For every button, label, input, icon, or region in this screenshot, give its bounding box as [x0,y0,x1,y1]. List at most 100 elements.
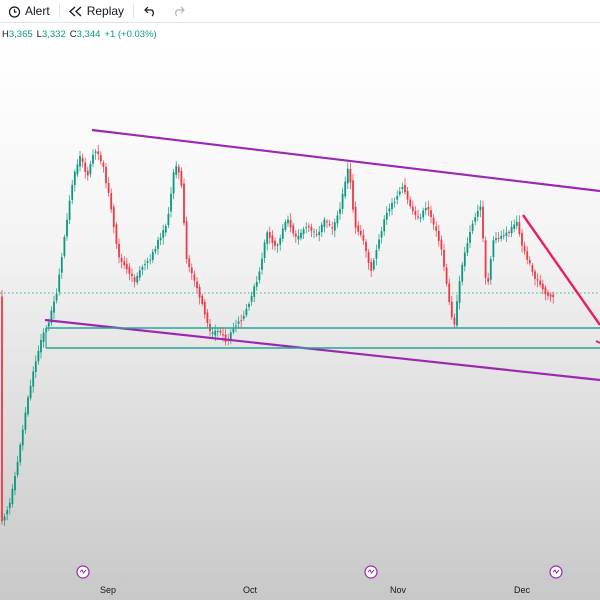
undo-button[interactable] [136,0,164,22]
candle-body [188,258,191,268]
candle-body [547,292,549,296]
candle-body [284,221,287,230]
candle-body [450,301,453,318]
event-marker-glyph [367,569,375,574]
high-value: 3,365 [8,28,33,40]
candle-body [279,238,282,245]
candle-body [502,235,505,237]
candle-body [404,184,406,193]
candle-body [190,267,193,274]
candle-body [157,239,159,250]
close-key: C [69,28,77,40]
candle-body [489,258,492,280]
candle-body [315,234,318,236]
candle-body [263,242,266,259]
candle-body [500,235,503,239]
candle-body [344,181,347,197]
candle-body [310,226,313,231]
candle-body [352,180,354,210]
candle-body [125,263,128,270]
candle-body [97,151,100,154]
redo-icon [171,4,185,18]
candle-body [287,219,289,224]
candle-body [40,340,42,353]
candle-body [6,509,9,515]
candle-body [185,221,188,260]
downtrend-line-tail[interactable] [595,340,600,344]
candle-body [391,202,393,210]
candle-body [63,236,66,256]
candle-body [549,294,552,297]
candle-body [320,224,323,233]
candle-body [99,155,102,162]
candle-body [128,267,131,274]
candle-body [528,260,531,264]
x-tick-label: Nov [390,585,407,595]
candle-body [432,217,435,225]
candle-body [42,332,45,342]
chart-area[interactable]: Sep Oct Nov Dec [0,44,600,600]
candle-body [544,287,547,295]
candle-body [253,286,256,297]
candle-body [81,157,84,162]
candle-body [492,240,495,257]
event-markers-group[interactable] [76,565,563,579]
candle-body [138,270,141,278]
candle-body [271,235,274,243]
candle-body [375,250,378,259]
candle-body [58,274,61,292]
alert-button[interactable]: Alert [0,0,57,22]
candle-body [14,475,16,491]
event-marker-glyph [79,569,87,574]
candle-body [136,275,139,283]
x-tick-label: Oct [243,585,258,595]
candle-body [523,245,526,252]
candle-body [159,237,162,241]
candle-body [73,171,76,186]
candle-body [388,208,391,212]
candle-body [229,332,232,340]
candle-body [266,232,269,244]
candle-body [471,223,474,232]
candle-body [495,238,497,241]
candle-body [180,170,183,186]
candle-body [175,165,178,175]
candle-body [398,191,401,195]
candle-body [167,213,170,226]
candle-body [357,225,360,232]
candle-body [1,296,3,522]
price-chart[interactable]: Sep Oct Nov Dec [0,44,600,600]
toolbar-divider [58,4,60,18]
low-key: L [36,28,42,40]
candle-body [300,232,302,239]
candle-body [255,281,258,287]
candle-body [146,261,149,263]
candle-body [393,201,396,203]
candle-body [336,215,339,224]
candle-body [401,187,404,189]
candle-body [149,259,152,261]
upper-channel-line[interactable] [91,128,600,193]
candle-body [484,240,487,278]
downtrend-line[interactable] [522,214,600,326]
close-value: 3,344 [76,28,101,40]
candle-body [211,332,214,334]
candle-body [268,231,271,238]
lower-channel-line[interactable] [44,318,600,382]
drawings-group[interactable] [44,128,600,382]
candle-body [359,230,362,235]
candle-body [76,164,79,175]
candle-body [237,321,240,324]
candle-body [261,258,263,270]
candle-body [183,183,185,224]
candle-body [68,200,71,220]
redo-button[interactable] [164,0,192,22]
candle-body [440,239,443,250]
candle-body [8,502,11,509]
candle-body [422,210,425,218]
replay-button[interactable]: Replay [62,0,131,22]
candle-body [326,221,328,223]
candle-body [463,252,466,267]
candle-body [193,274,196,281]
candle-body [144,264,146,266]
